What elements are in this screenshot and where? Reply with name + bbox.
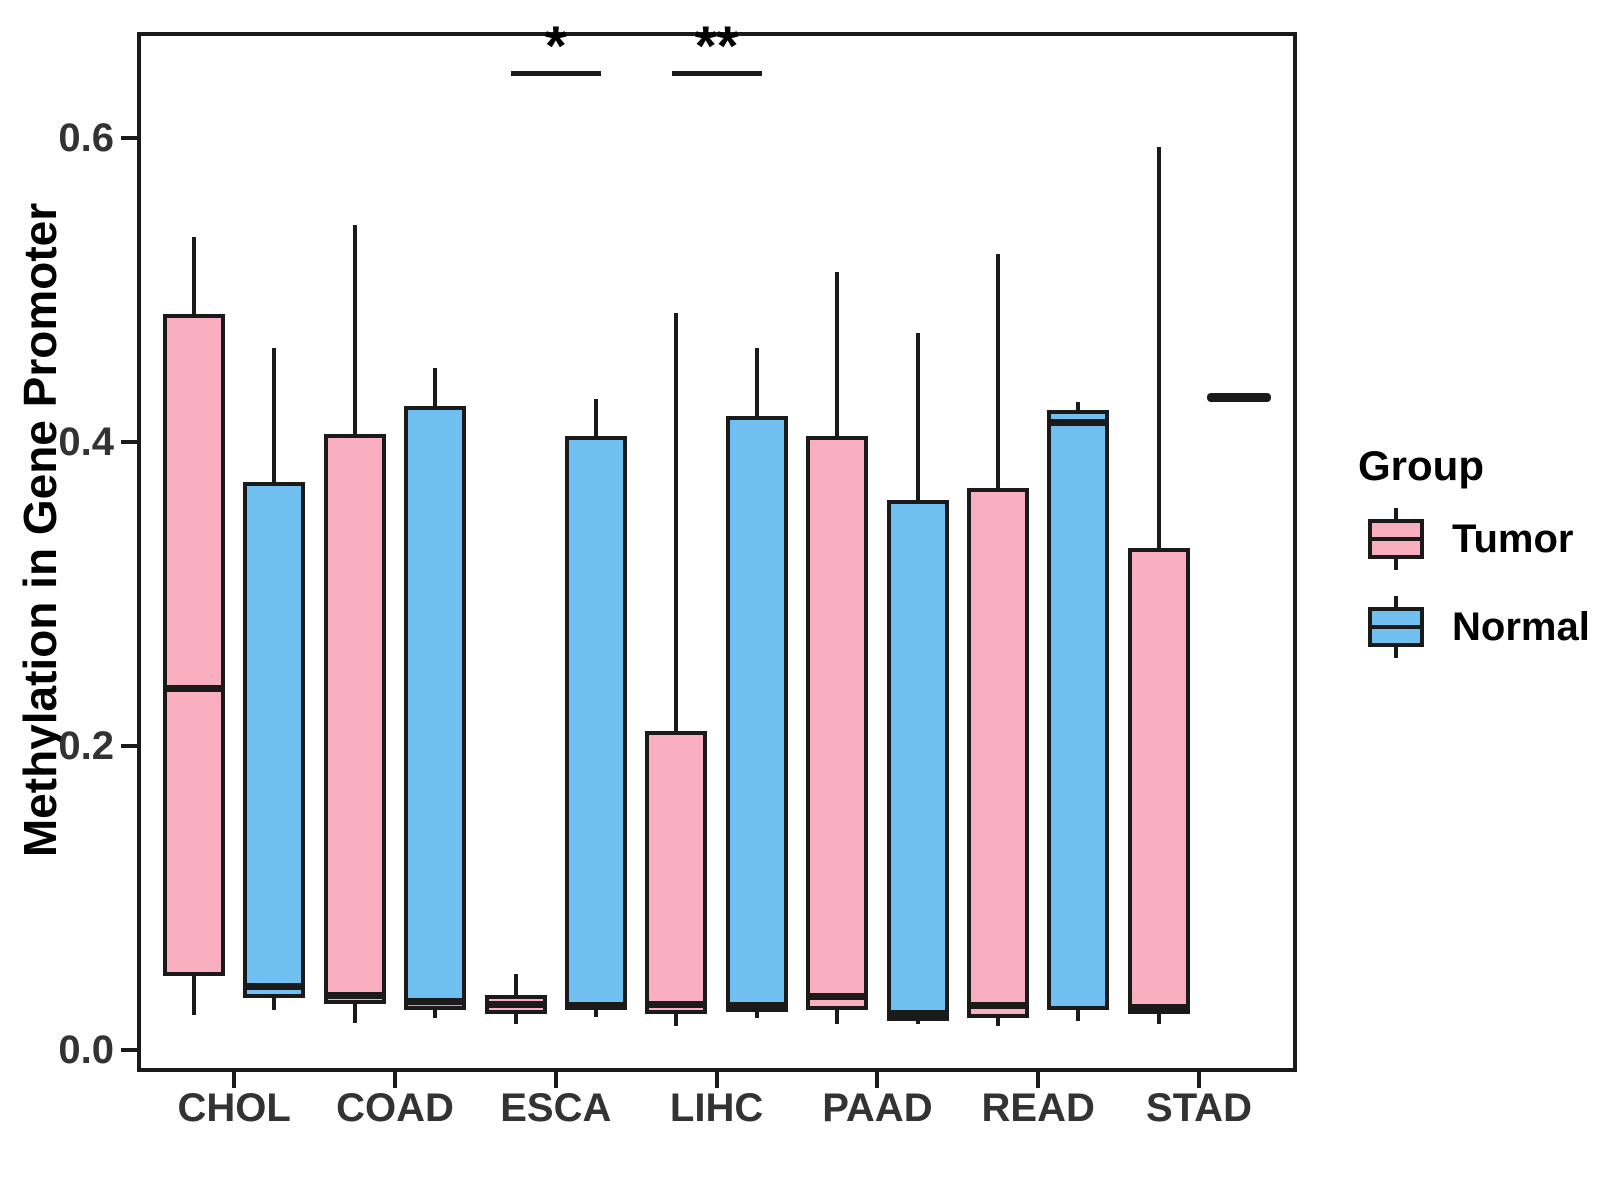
boxplot-coad-tumor-box <box>323 434 386 1005</box>
y-tick-mark <box>121 136 137 140</box>
x-tick-label-esca: ESCA <box>500 1086 612 1130</box>
boxplot-glyph-icon <box>1366 588 1426 666</box>
boxplot-paad-normal-median <box>886 1010 949 1018</box>
x-tick-label-paad: PAAD <box>822 1086 933 1130</box>
boxplot-esca-normal-whisker-lower <box>594 1010 598 1017</box>
boxplot-stad-tumor-median <box>1127 1003 1190 1011</box>
x-tick-mark <box>553 1072 558 1088</box>
x-tick-label-chol: CHOL <box>177 1086 291 1130</box>
boxplot-paad-tumor-median <box>806 993 869 1001</box>
x-tick-label-stad: STAD <box>1146 1086 1252 1130</box>
x-tick-mark <box>232 1072 237 1088</box>
boxplot-stad-tumor-whisker-lower <box>1156 1013 1161 1025</box>
boxplot-stad-tumor-box <box>1127 548 1190 1014</box>
significance-label-esca: * <box>544 14 567 77</box>
boxplot-read-tumor-whisker-upper <box>996 253 1000 488</box>
boxplot-chol-normal-median <box>243 982 306 990</box>
boxplot-chol-tumor-median <box>163 684 225 692</box>
legend-label-normal: Normal <box>1452 605 1590 649</box>
boxplot-stad-tumor-whisker-upper <box>1156 147 1161 549</box>
boxplot-esca-normal-median <box>565 1002 627 1010</box>
x-tick-label-read: READ <box>981 1086 1095 1130</box>
boxplot-coad-tumor-whisker-upper <box>352 224 357 435</box>
boxplot-lihc-tumor-median <box>645 1000 708 1008</box>
boxplot-read-normal-box <box>1047 410 1110 1011</box>
x-tick-label-lihc: LIHC <box>669 1086 764 1130</box>
boxplot-lihc-normal-box <box>725 416 788 1012</box>
glyph-median <box>1368 537 1424 541</box>
y-tick-label: 0.4 <box>58 420 114 464</box>
boxplot-chol-tumor-box <box>163 314 225 976</box>
x-tick-mark <box>1036 1072 1041 1088</box>
legend-item-tumor: Tumor <box>1330 500 1590 578</box>
boxplot-chol-normal-whisker-lower <box>272 998 277 1011</box>
legend-label-tumor: Tumor <box>1452 517 1574 561</box>
boxplot-paad-normal-whisker-lower <box>915 1021 920 1025</box>
x-tick-mark <box>714 1072 719 1088</box>
legend-item-normal: Normal <box>1330 588 1590 666</box>
boxplot-esca-normal-box <box>565 435 627 1011</box>
boxplot-esca-tumor-whisker-lower <box>513 1013 518 1025</box>
significance-label-lihc: ** <box>694 14 739 77</box>
boxplot-stad-normal-median <box>1207 393 1272 403</box>
boxplot-read-tumor-median <box>967 1002 1029 1010</box>
boxplot-read-normal-whisker-lower <box>1076 1010 1081 1022</box>
boxplot-read-normal-median <box>1047 418 1110 426</box>
y-tick-mark <box>121 440 137 444</box>
boxplot-lihc-tumor-whisker-lower <box>674 1013 679 1026</box>
boxplot-lihc-tumor-box <box>645 730 708 1014</box>
significance-line-lihc <box>671 71 762 76</box>
boxplot-coad-normal-whisker-upper <box>433 367 438 406</box>
boxplot-lihc-normal-whisker-upper <box>754 347 759 417</box>
x-tick-mark <box>875 1072 880 1088</box>
plot-panel <box>137 32 1297 1072</box>
glyph-median <box>1368 625 1424 629</box>
boxplot-chol-tumor-whisker-upper <box>192 236 196 315</box>
boxplot-read-normal-whisker-upper <box>1076 402 1081 411</box>
boxplot-paad-tumor-whisker-lower <box>835 1010 840 1025</box>
boxplot-paad-normal-whisker-upper <box>915 332 920 500</box>
boxplot-chol-normal-box <box>243 481 306 999</box>
boxplot-paad-normal-box <box>886 499 949 1022</box>
boxplot-paad-tumor-box <box>806 435 869 1011</box>
boxplot-read-tumor-whisker-lower <box>996 1018 1000 1026</box>
boxplot-chol-normal-whisker-upper <box>272 347 277 482</box>
x-tick-label-coad: COAD <box>336 1086 454 1130</box>
boxplot-coad-normal-median <box>404 997 467 1005</box>
y-tick-label: 0.2 <box>58 724 114 768</box>
y-tick-label: 0.0 <box>58 1028 114 1072</box>
boxplot-read-tumor-box <box>967 487 1029 1019</box>
boxplot-coad-tumor-whisker-lower <box>352 1004 357 1023</box>
boxplot-lihc-normal-whisker-lower <box>754 1012 759 1019</box>
significance-line-esca <box>510 71 601 76</box>
boxplot-coad-normal-whisker-lower <box>433 1010 438 1019</box>
boxplot-coad-normal-box <box>404 405 467 1011</box>
boxplot-esca-tumor-median <box>484 1000 547 1008</box>
boxplot-lihc-tumor-whisker-upper <box>674 312 679 731</box>
boxplot-chol-tumor-whisker-lower <box>192 975 196 1016</box>
y-tick-mark <box>121 1048 137 1052</box>
legend-title: Group <box>1358 442 1484 489</box>
y-tick-mark <box>121 744 137 748</box>
x-tick-mark <box>1197 1072 1201 1088</box>
boxplot-glyph-icon <box>1366 500 1426 578</box>
boxplot-coad-tumor-median <box>323 991 386 999</box>
legend: Group Tumor Normal <box>1330 442 1590 666</box>
boxplot-esca-tumor-whisker-upper <box>513 974 518 996</box>
boxplot-lihc-normal-median <box>725 1002 788 1010</box>
boxplot-paad-tumor-whisker-upper <box>835 271 840 436</box>
boxplot-esca-normal-whisker-upper <box>594 399 598 436</box>
x-tick-mark <box>393 1072 397 1088</box>
y-tick-label: 0.6 <box>58 116 114 160</box>
